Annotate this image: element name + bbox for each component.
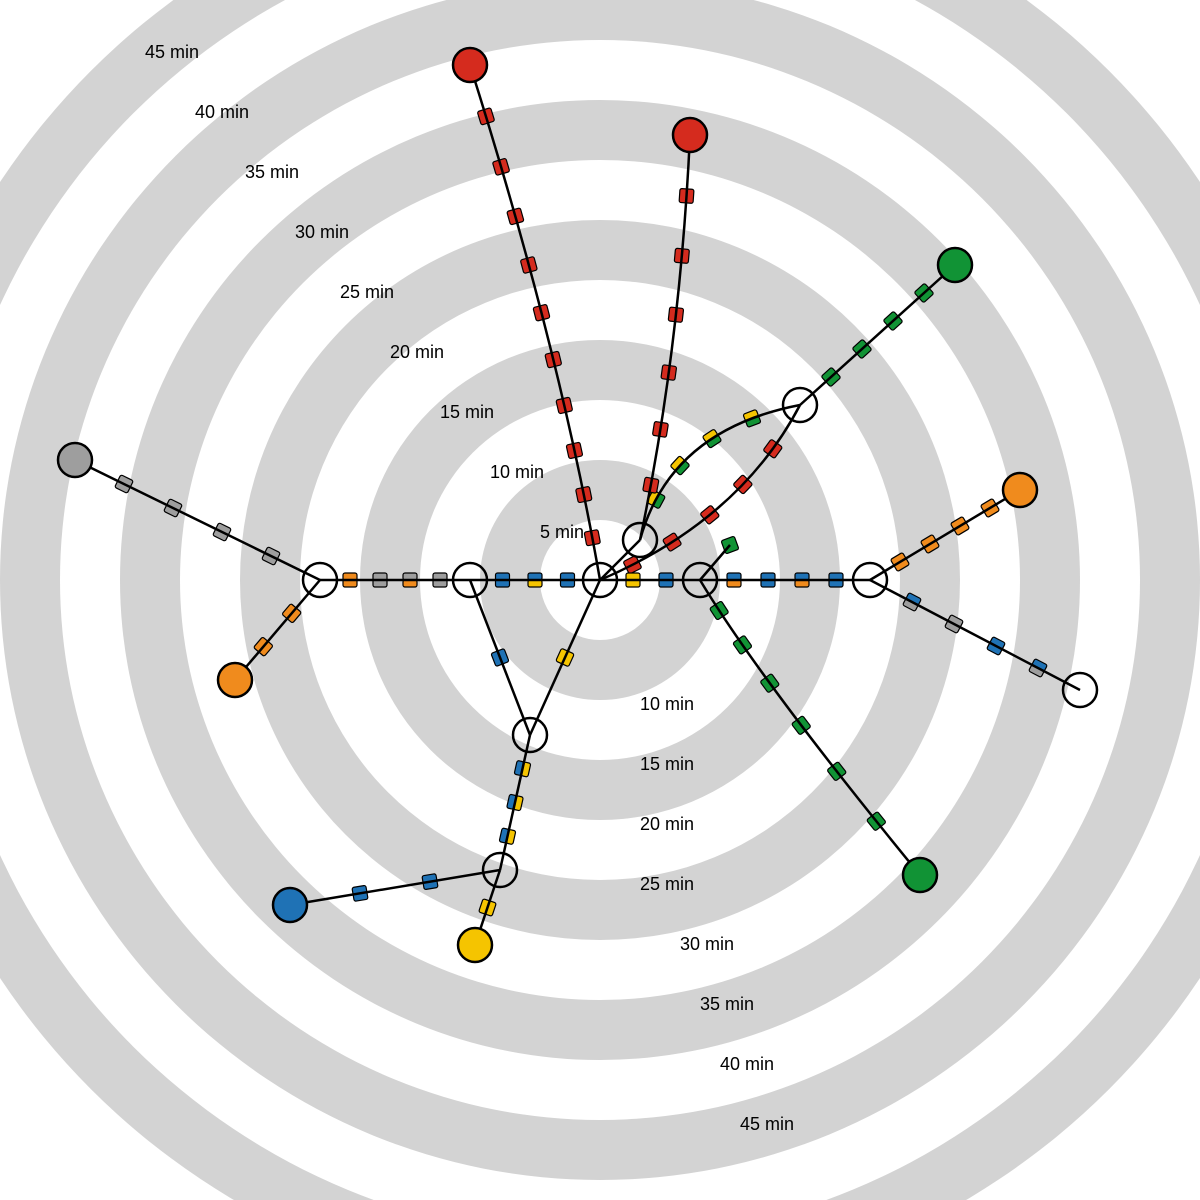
junction-node (853, 563, 887, 597)
ring-label: 40 min (720, 1054, 774, 1074)
ring-label: 25 min (340, 282, 394, 302)
junction-node (583, 563, 617, 597)
isochrone-transit-diagram: 5 min 10 min 15 min 20 min 25 min 30 min 35 mi… (0, 0, 1200, 1200)
terminal-node (903, 858, 937, 892)
ring-label: 15 min (440, 402, 494, 422)
terminal-node (458, 928, 492, 962)
ring-label: 15 min (640, 754, 694, 774)
junction-node (783, 388, 817, 422)
terminal-node (58, 443, 92, 477)
ring-label: 20 min (640, 814, 694, 834)
ring-label: 10 min (640, 694, 694, 714)
terminal-node (453, 48, 487, 82)
terminal-node (273, 888, 307, 922)
junction-node (513, 718, 547, 752)
ring-label: 35 min (700, 994, 754, 1014)
ring-label: 20 min (390, 342, 444, 362)
terminal-node (938, 248, 972, 282)
terminal-node (1003, 473, 1037, 507)
ring-label: 30 min (680, 934, 734, 954)
ring-label: 35 min (245, 162, 299, 182)
junction-node (683, 563, 717, 597)
junction-node (623, 523, 657, 557)
terminal-node (673, 118, 707, 152)
junction-node (303, 563, 337, 597)
junction-node (483, 853, 517, 887)
terminal-node (218, 663, 252, 697)
ring-label: 5 min (540, 522, 584, 542)
ring-label: 10 min (490, 462, 544, 482)
ring-label: 45 min (145, 42, 199, 62)
ring-label: 40 min (195, 102, 249, 122)
junction-node (453, 563, 487, 597)
ring-label: 45 min (740, 1114, 794, 1134)
ring-label: 25 min (640, 874, 694, 894)
terminal-node (1063, 673, 1097, 707)
ring-label: 30 min (295, 222, 349, 242)
